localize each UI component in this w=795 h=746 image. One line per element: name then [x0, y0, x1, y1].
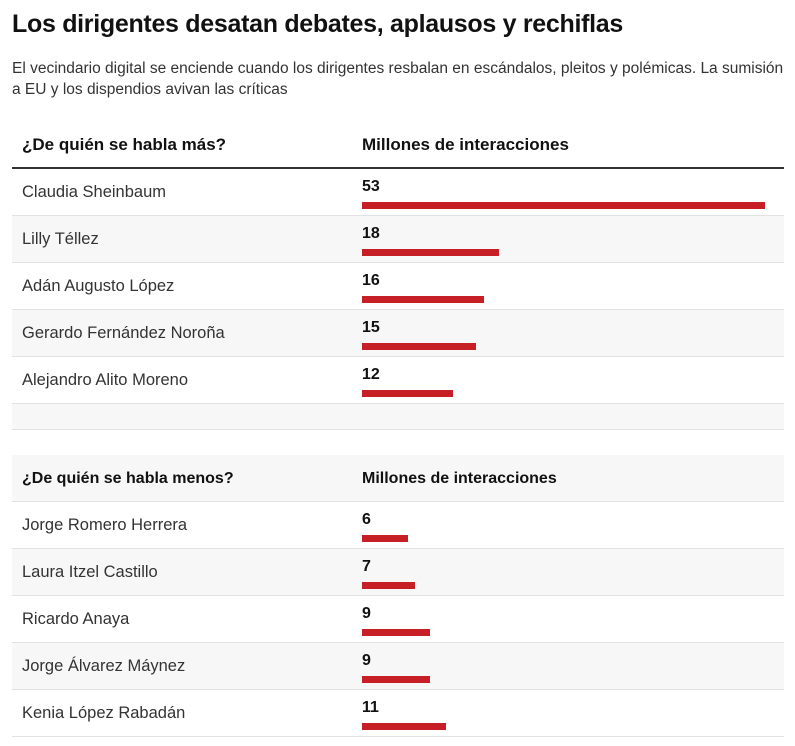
chart-subtitle: El vecindario digital se enciende cuando… — [12, 60, 784, 98]
header-name: ¿De quién se habla más? — [22, 135, 227, 154]
table-row: Jorge Álvarez Máynez 9 — [12, 643, 784, 690]
value-label: 9 — [362, 605, 371, 622]
table-row: Laura Itzel Castillo 7 — [12, 549, 784, 596]
row-name: Claudia Sheinbaum — [22, 183, 167, 201]
spacer-row — [12, 430, 784, 456]
spacer-row — [12, 404, 784, 430]
table-header: ¿De quién se habla menos? Millones de in… — [12, 455, 784, 502]
header-value: Millones de interacciones — [362, 135, 569, 154]
bar — [362, 343, 477, 350]
row-name: Laura Itzel Castillo — [22, 563, 158, 581]
value-label: 6 — [362, 511, 371, 528]
table-row: Claudia Sheinbaum 53 — [12, 169, 784, 216]
value-label: 7 — [362, 558, 371, 575]
table-row: Alejandro Alito Moreno 12 — [12, 357, 784, 404]
row-name: Gerardo Fernández Noroña — [22, 324, 225, 342]
bar — [362, 202, 765, 209]
row-name: Ricardo Anaya — [22, 610, 130, 628]
row-name: Lilly Téllez — [22, 230, 99, 248]
value-label: 53 — [362, 178, 380, 195]
table-header: ¿De quién se habla más? Millones de inte… — [12, 122, 784, 169]
chart-title: Los dirigentes desatan debates, aplausos… — [12, 10, 624, 38]
bar — [362, 723, 446, 730]
value-label: 18 — [362, 225, 380, 242]
header-value: Millones de interacciones — [362, 470, 557, 487]
value-label: 9 — [362, 652, 371, 669]
bar — [362, 296, 484, 303]
table-row: Jorge Romero Herrera 6 — [12, 502, 784, 549]
bar — [362, 535, 408, 542]
row-name: Jorge Álvarez Máynez — [22, 657, 186, 675]
row-name: Adán Augusto López — [22, 277, 175, 295]
bar — [362, 249, 499, 256]
value-label: 12 — [362, 366, 380, 383]
row-name: Jorge Romero Herrera — [22, 516, 188, 534]
bar — [362, 676, 431, 683]
value-label: 11 — [362, 699, 379, 716]
row-name: Kenia López Rabadán — [22, 704, 186, 722]
table-row: Gerardo Fernández Noroña 15 — [12, 310, 784, 357]
table-row: Lilly Téllez 18 — [12, 216, 784, 263]
table-most-talked: ¿De quién se habla más? Millones de inte… — [12, 122, 784, 456]
value-label: 15 — [362, 319, 380, 336]
bar — [362, 582, 416, 589]
bar — [362, 629, 431, 636]
row-name: Alejandro Alito Moreno — [22, 371, 189, 389]
value-label: 16 — [362, 272, 380, 289]
table-row: Ricardo Anaya 9 — [12, 596, 784, 643]
table-least-talked: ¿De quién se habla menos? Millones de in… — [12, 455, 784, 737]
table-row: Kenia López Rabadán 11 — [12, 690, 784, 737]
table-row: Adán Augusto López 16 — [12, 263, 784, 310]
header-name: ¿De quién se habla menos? — [22, 470, 234, 487]
bar — [362, 390, 454, 397]
